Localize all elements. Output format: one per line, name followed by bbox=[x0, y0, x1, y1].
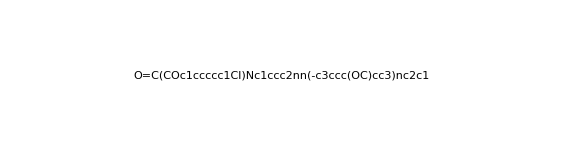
Text: O=C(COc1ccccc1Cl)Nc1ccc2nn(-c3ccc(OC)cc3)nc2c1: O=C(COc1ccccc1Cl)Nc1ccc2nn(-c3ccc(OC)cc3… bbox=[133, 71, 429, 81]
